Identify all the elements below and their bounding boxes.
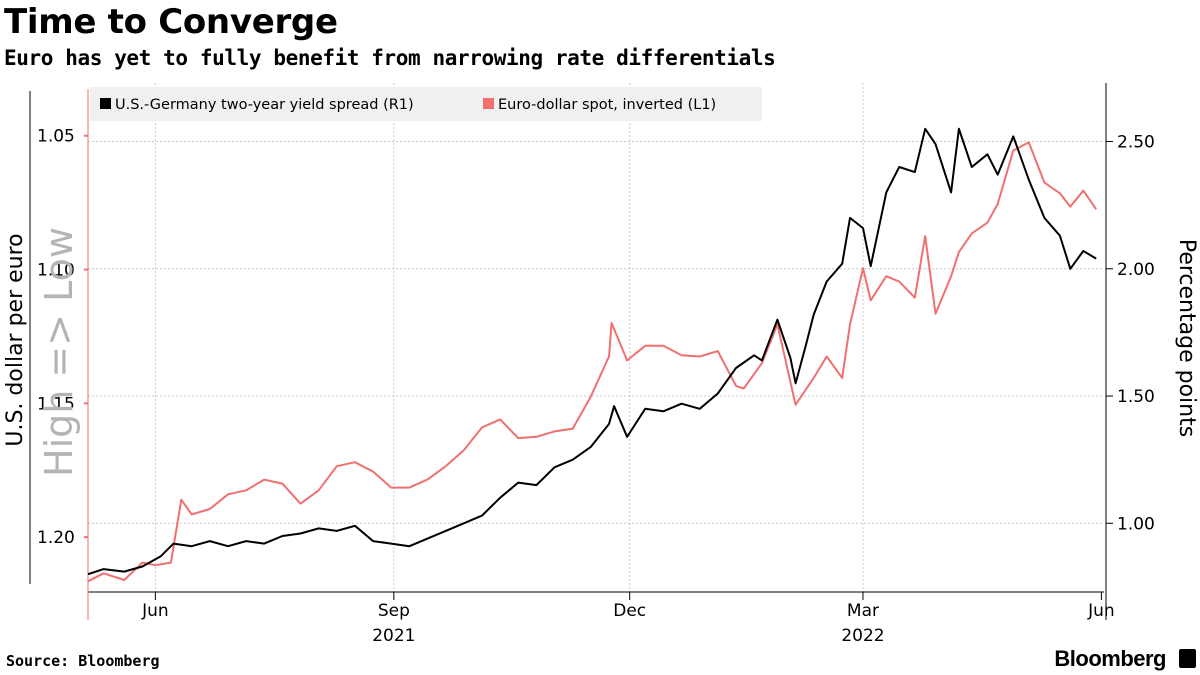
- right-tick-label: 1.00: [1117, 514, 1155, 534]
- series-line-euro-dollar: [87, 141, 1098, 583]
- chart-title: Time to Converge: [4, 2, 338, 42]
- left-tick-label: 1.20: [37, 528, 75, 548]
- x-year-label: 2021: [372, 626, 415, 646]
- x-tick-label: Dec: [613, 601, 646, 621]
- bloomberg-chart-icon: [1179, 649, 1196, 668]
- grid-layer: [88, 83, 1104, 592]
- series-layer: [87, 127, 1098, 583]
- right-tick-label: 2.50: [1117, 133, 1155, 153]
- source-note: Source: Bloomberg: [6, 652, 160, 670]
- x-tick-label: Jun: [1087, 601, 1115, 621]
- legend-swatch-spread: [100, 98, 111, 109]
- legend-label-spread: U.S.-Germany two-year yield spread (R1): [115, 97, 414, 113]
- bloomberg-logo: Bloomberg: [1054, 646, 1166, 671]
- high-low-label: High => Low: [37, 227, 81, 477]
- x-year-label: 2022: [841, 626, 884, 646]
- x-tick-label: Jun: [141, 601, 169, 621]
- legend-background: [90, 87, 762, 121]
- series-line-yield-spread: [87, 127, 1097, 576]
- left-axis-title: U.S. dollar per euro: [3, 233, 28, 446]
- legend-label-euro: Euro-dollar spot, inverted (L1): [498, 97, 716, 113]
- left-tick-label: 1.15: [37, 394, 75, 414]
- right-axis-title: Percentage points: [1174, 239, 1199, 437]
- left-tick-label: 1.05: [37, 127, 75, 147]
- axes-layer: Jun Sep Dec Mar Jun 2021 2022 1.00 1.50 2.00 2.50 1…: [29, 83, 1155, 646]
- right-tick-label: 2.00: [1117, 260, 1155, 280]
- legend-swatch-euro: [483, 98, 494, 109]
- x-tick-label: Mar: [847, 601, 879, 621]
- legend: U.S.-Germany two-year yield spread (R1) …: [90, 87, 762, 121]
- right-tick-label: 1.50: [1117, 387, 1155, 407]
- left-tick-label: 1.10: [37, 261, 75, 281]
- chart-subtitle: Euro has yet to fully benefit from narro…: [4, 46, 776, 70]
- x-tick-label: Sep: [378, 601, 410, 621]
